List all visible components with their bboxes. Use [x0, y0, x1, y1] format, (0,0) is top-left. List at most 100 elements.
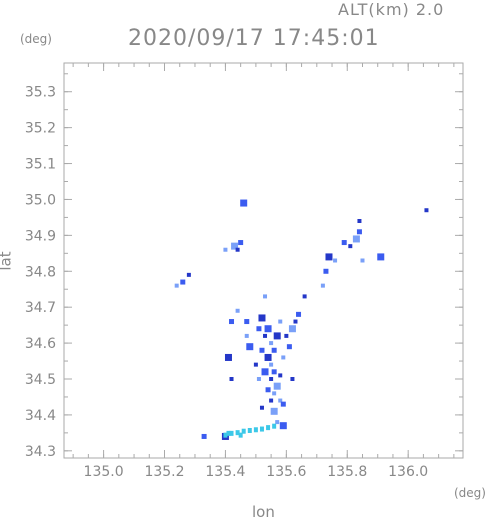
echo-point [238, 432, 243, 438]
echo-point [263, 294, 268, 299]
echo-point [271, 347, 277, 353]
y-tick-label: 34.5 [25, 372, 56, 388]
echo-point [226, 430, 231, 436]
echo-point [180, 279, 186, 285]
echo-point [269, 362, 274, 367]
echo-point [290, 377, 295, 381]
echo-marks [174, 199, 429, 440]
y-tick-label: 34.3 [25, 444, 56, 460]
echo-point [256, 377, 261, 381]
echo-point [293, 319, 298, 324]
echo-point [235, 308, 240, 313]
echo-point [224, 353, 232, 361]
echo-point [279, 422, 287, 430]
echo-point [235, 247, 240, 252]
echo-point [174, 283, 179, 288]
echo-point [223, 432, 228, 438]
echo-point [341, 240, 347, 246]
x-tick-label: 135.6 [266, 464, 306, 480]
echo-point [348, 244, 353, 249]
echo-point [424, 208, 429, 213]
echo-point [246, 343, 254, 351]
echo-point [235, 430, 240, 436]
echo-point [269, 377, 274, 381]
echo-point [240, 199, 248, 207]
echo-point [269, 341, 274, 346]
echo-point [302, 294, 307, 299]
echo-point [377, 253, 385, 261]
echo-point [186, 272, 191, 277]
x-tick-label: 135.8 [327, 464, 367, 480]
y-tick-label: 34.4 [25, 408, 56, 424]
x-axis-unit: (deg) [454, 486, 486, 500]
y-tick-label: 34.9 [25, 228, 56, 244]
y-tick-label: 35.1 [25, 157, 56, 173]
echo-point [244, 319, 250, 325]
x-axis-label: lon [252, 503, 275, 521]
echo-point [272, 423, 277, 429]
echo-point [266, 425, 271, 431]
echo-point [259, 426, 264, 432]
echo-point [296, 311, 302, 317]
echo-point [241, 428, 246, 434]
echo-point [275, 420, 280, 425]
y-tick-label: 35.2 [25, 121, 56, 137]
echo-point [271, 369, 277, 375]
echo-point [229, 430, 234, 436]
echo-point [258, 314, 266, 322]
echo-point [278, 319, 283, 324]
echo-point [256, 326, 262, 332]
echo-point [263, 333, 268, 338]
x-tick-label: 135.2 [144, 464, 184, 480]
echo-point [261, 368, 269, 376]
echo-point [357, 219, 362, 223]
x-tick-label: 135.0 [84, 464, 124, 480]
echo-point [272, 391, 277, 396]
echo-point [278, 398, 283, 403]
y-tick-label: 34.8 [25, 264, 56, 280]
echo-point [281, 355, 286, 360]
echo-point [320, 283, 325, 288]
echo-point [360, 258, 365, 263]
echo-point [278, 373, 283, 378]
plot-frame [63, 62, 464, 459]
echo-point [244, 333, 249, 338]
echo-point [247, 427, 252, 433]
y-tick-label: 34.7 [25, 300, 56, 316]
echo-point [223, 247, 228, 252]
echo-point [325, 253, 333, 261]
echo-point [273, 382, 281, 390]
echo-point [264, 325, 272, 333]
axis-ticks: 135.0 135.2 135.4 135.6 135.8 136.0 34.3 34.4 34… [25, 63, 463, 480]
echo-point [284, 333, 289, 338]
y-tick-label: 34.6 [25, 336, 56, 352]
echo-point [201, 433, 207, 439]
echo-point [333, 258, 338, 263]
x-tick-label: 135.4 [205, 464, 245, 480]
echo-point [265, 387, 271, 393]
echo-point [273, 332, 281, 340]
x-tick-label: 136.0 [388, 464, 428, 480]
echo-point [288, 325, 296, 333]
echo-point [270, 407, 278, 415]
echo-point [286, 344, 292, 350]
echo-point [280, 401, 286, 407]
y-tick-label: 35.0 [25, 192, 56, 208]
echo-point [253, 362, 258, 367]
echo-point [356, 229, 362, 235]
chart-title: 2020/09/17 17:45:01 [128, 26, 380, 51]
altitude-label: ALT(km) 2.0 [338, 0, 445, 19]
y-tick-label: 35.3 [25, 85, 56, 101]
echo-point [259, 347, 265, 353]
echo-point [229, 377, 234, 381]
echo-point [264, 353, 272, 361]
echo-point [352, 235, 360, 243]
echo-point [229, 319, 235, 325]
echo-point [238, 240, 244, 246]
y-axis-unit: (deg) [20, 32, 52, 46]
echo-point [259, 405, 264, 410]
echo-point [323, 268, 329, 274]
echo-point [269, 398, 274, 403]
echo-point [253, 427, 258, 433]
